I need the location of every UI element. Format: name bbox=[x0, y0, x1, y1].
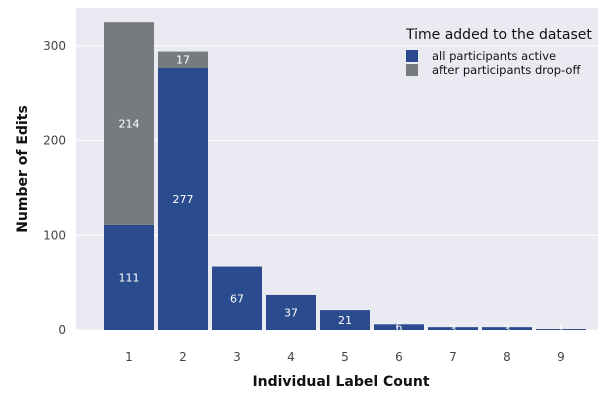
x-tick-label: 7 bbox=[449, 350, 457, 364]
bar-segment bbox=[482, 327, 532, 330]
bar-segment bbox=[428, 327, 478, 330]
legend-swatch bbox=[406, 64, 418, 76]
x-tick-label: 8 bbox=[503, 350, 511, 364]
x-tick-label: 9 bbox=[557, 350, 565, 364]
data-label: 277 bbox=[173, 193, 194, 206]
x-axis-title: Individual Label Count bbox=[252, 374, 429, 390]
x-tick-label: 5 bbox=[341, 350, 349, 364]
x-tick-label: 6 bbox=[395, 350, 403, 364]
data-label: 21 bbox=[338, 314, 352, 327]
x-tick-label: 4 bbox=[287, 350, 295, 364]
data-label: 111 bbox=[119, 271, 140, 284]
bar-segment bbox=[536, 329, 586, 330]
data-label: 17 bbox=[176, 54, 190, 67]
legend-title: Time added to the dataset bbox=[405, 27, 592, 43]
bar-segment bbox=[158, 67, 208, 330]
bars bbox=[104, 22, 586, 330]
x-axis-ticks: 1 2 3 4 5 6 7 8 9 bbox=[125, 350, 565, 364]
data-label: 214 bbox=[119, 118, 140, 131]
data-label: 67 bbox=[230, 292, 244, 305]
data-label: 1 bbox=[558, 324, 565, 337]
data-label: 37 bbox=[284, 306, 298, 319]
y-tick-label: 0 bbox=[58, 323, 66, 337]
y-tick-label: 100 bbox=[43, 228, 66, 242]
data-label: 3 bbox=[504, 323, 511, 336]
x-tick-label: 1 bbox=[125, 350, 133, 364]
legend-swatch bbox=[406, 50, 418, 62]
y-axis-title: Number of Edits bbox=[15, 105, 31, 233]
legend: Time added to the dataset all participan… bbox=[405, 27, 592, 77]
y-tick-label: 300 bbox=[43, 39, 66, 53]
data-label: 3 bbox=[450, 323, 457, 336]
bar-segment bbox=[320, 310, 370, 330]
x-tick-label: 2 bbox=[179, 350, 187, 364]
bar-segment bbox=[374, 324, 424, 330]
y-axis-ticks: 0 100 200 300 bbox=[43, 39, 66, 337]
bar-segment bbox=[212, 266, 262, 330]
legend-label: all participants active bbox=[432, 49, 556, 63]
y-tick-label: 200 bbox=[43, 134, 66, 148]
bar-segment bbox=[266, 294, 316, 330]
data-labels: 111 214 277 17 67 37 21 6 3 3 1 bbox=[119, 54, 565, 337]
x-tick-label: 3 bbox=[233, 350, 241, 364]
bar-segment bbox=[104, 22, 154, 225]
data-label: 6 bbox=[396, 321, 403, 334]
bar-segment bbox=[158, 51, 208, 68]
legend-label: after participants drop-off bbox=[432, 63, 581, 77]
bar-segment bbox=[104, 224, 154, 330]
